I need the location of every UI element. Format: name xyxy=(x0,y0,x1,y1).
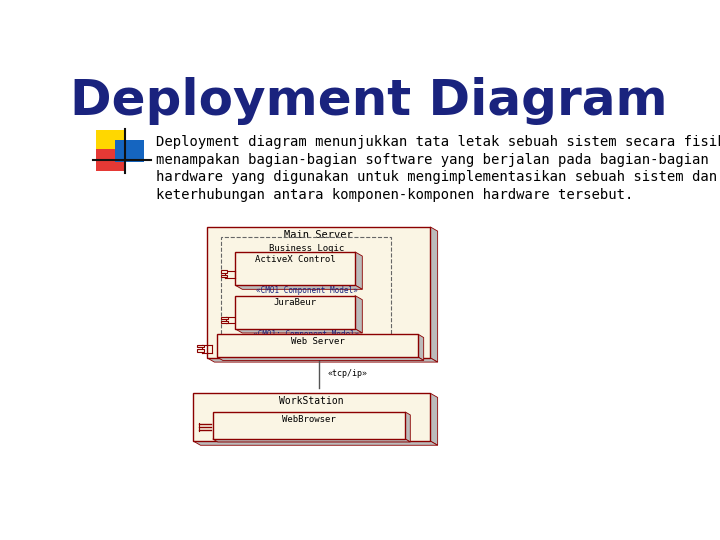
Bar xyxy=(221,321,228,323)
Text: Deployment Diagram: Deployment Diagram xyxy=(70,77,668,125)
Bar xyxy=(221,317,228,319)
Text: «tcp/ip»: «tcp/ip» xyxy=(327,369,367,378)
Polygon shape xyxy=(207,358,438,362)
Text: «CMO1: Component Model»: «CMO1: Component Model» xyxy=(253,329,360,339)
Text: Main Server: Main Server xyxy=(284,230,353,240)
Text: ActiveX Control: ActiveX Control xyxy=(255,255,336,264)
Polygon shape xyxy=(418,334,423,360)
Text: menampakan bagian-bagian software yang berjalan pada bagian-bagian: menampakan bagian-bagian software yang b… xyxy=(156,153,708,167)
Polygon shape xyxy=(217,357,423,360)
Text: hardware yang digunakan untuk mengimplementasikan sebuah sistem dan: hardware yang digunakan untuk mengimplem… xyxy=(156,171,717,185)
Bar xyxy=(220,270,228,273)
Polygon shape xyxy=(431,393,438,446)
Polygon shape xyxy=(193,441,438,445)
Polygon shape xyxy=(355,295,362,333)
Bar xyxy=(217,334,418,357)
Text: keterhubungan antara komponen-komponen hardware tersebut.: keterhubungan antara komponen-komponen h… xyxy=(156,188,633,202)
Polygon shape xyxy=(355,252,362,289)
Bar xyxy=(193,393,431,441)
Bar xyxy=(220,275,228,277)
Polygon shape xyxy=(405,412,410,442)
Bar xyxy=(235,252,355,285)
Text: JuraBeur: JuraBeur xyxy=(274,299,317,307)
Bar xyxy=(235,295,355,329)
Bar xyxy=(197,345,204,347)
Polygon shape xyxy=(431,227,438,362)
Bar xyxy=(207,227,431,358)
Bar xyxy=(221,238,392,352)
Polygon shape xyxy=(213,439,410,442)
Text: WebBrowser: WebBrowser xyxy=(282,415,336,424)
Text: Business Logic: Business Logic xyxy=(269,245,344,253)
Text: Web Server: Web Server xyxy=(291,337,345,346)
Bar xyxy=(197,349,204,352)
Text: «CMO1 Component Model»: «CMO1 Component Model» xyxy=(256,286,357,295)
Polygon shape xyxy=(235,329,362,333)
Text: WorkStation: WorkStation xyxy=(279,396,344,406)
Bar xyxy=(213,412,405,439)
Bar xyxy=(115,140,144,161)
Polygon shape xyxy=(235,285,362,289)
Bar xyxy=(96,149,125,171)
Text: Deployment diagram menunjukkan tata letak sebuah sistem secara fisik,: Deployment diagram menunjukkan tata leta… xyxy=(156,136,720,150)
Bar xyxy=(96,131,125,152)
